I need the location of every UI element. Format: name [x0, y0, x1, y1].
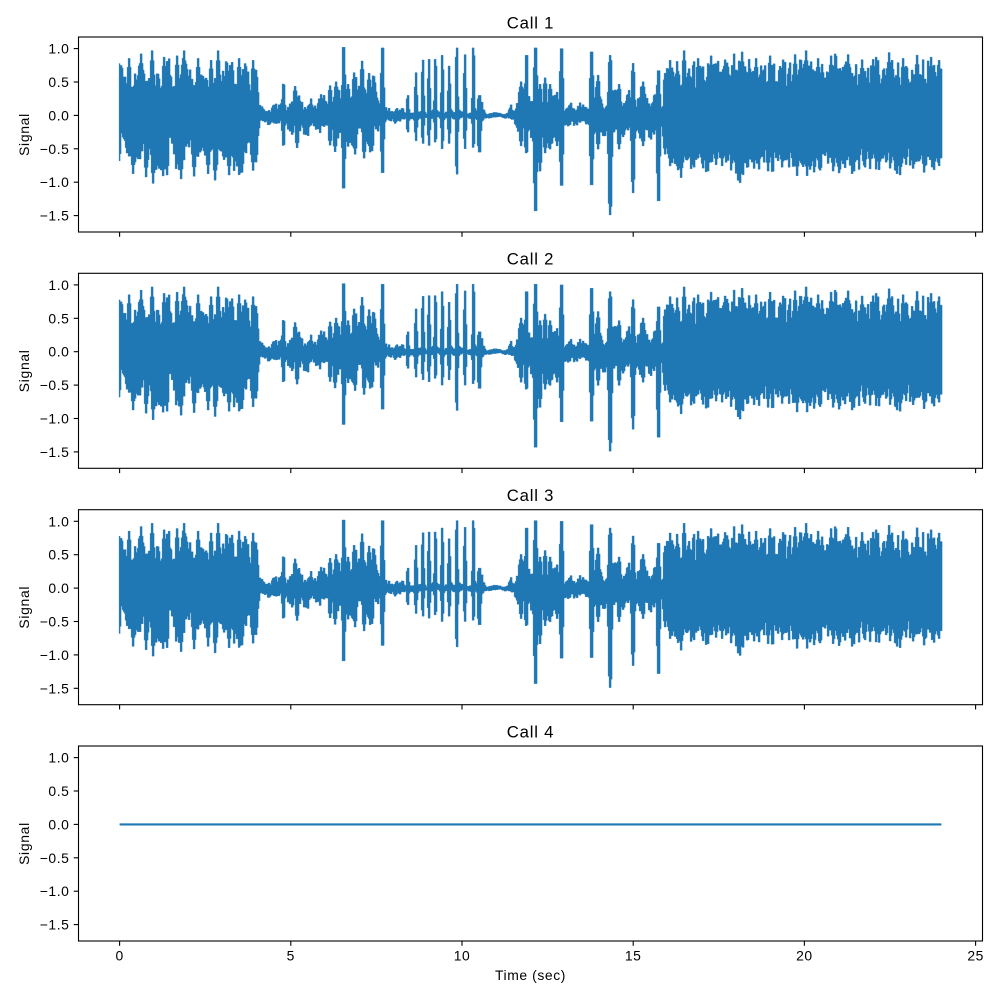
svg-text:Call 1: Call 1: [507, 13, 554, 32]
svg-text:0.0: 0.0: [48, 107, 69, 123]
svg-text:0: 0: [115, 948, 123, 964]
svg-text:0.0: 0.0: [48, 580, 69, 596]
svg-text:−0.5: −0.5: [40, 377, 70, 393]
svg-text:1.0: 1.0: [48, 41, 69, 57]
svg-text:−0.5: −0.5: [40, 141, 70, 157]
svg-text:0.5: 0.5: [48, 547, 69, 563]
svg-text:5: 5: [287, 948, 295, 964]
svg-text:10: 10: [454, 948, 471, 964]
svg-text:0.5: 0.5: [48, 310, 69, 326]
svg-text:−1.5: −1.5: [40, 917, 70, 933]
svg-text:−1.5: −1.5: [40, 444, 70, 460]
svg-text:Signal: Signal: [16, 113, 32, 156]
svg-text:−0.5: −0.5: [40, 850, 70, 866]
svg-text:15: 15: [625, 948, 642, 964]
svg-text:−1.0: −1.0: [40, 883, 70, 899]
svg-text:0.0: 0.0: [48, 344, 69, 360]
svg-text:1.0: 1.0: [48, 277, 69, 293]
svg-text:1.0: 1.0: [48, 750, 69, 766]
svg-text:0.0: 0.0: [48, 816, 69, 832]
svg-text:Call 2: Call 2: [507, 250, 554, 269]
svg-text:Signal: Signal: [16, 349, 32, 392]
svg-text:25: 25: [967, 948, 984, 964]
svg-text:0.5: 0.5: [48, 74, 69, 90]
svg-text:20: 20: [796, 948, 813, 964]
svg-text:−1.0: −1.0: [40, 647, 70, 663]
svg-text:Signal: Signal: [16, 822, 32, 865]
svg-text:−1.5: −1.5: [40, 680, 70, 696]
svg-text:Time (sec): Time (sec): [495, 967, 566, 983]
svg-text:−0.5: −0.5: [40, 614, 70, 630]
svg-text:−1.0: −1.0: [40, 174, 70, 190]
svg-text:−1.5: −1.5: [40, 208, 70, 224]
svg-text:0.5: 0.5: [48, 783, 69, 799]
svg-text:Call 4: Call 4: [507, 722, 554, 741]
svg-text:1.0: 1.0: [48, 513, 69, 529]
svg-text:Signal: Signal: [16, 586, 32, 629]
svg-text:−1.0: −1.0: [40, 411, 70, 427]
svg-text:Call 3: Call 3: [507, 486, 554, 505]
